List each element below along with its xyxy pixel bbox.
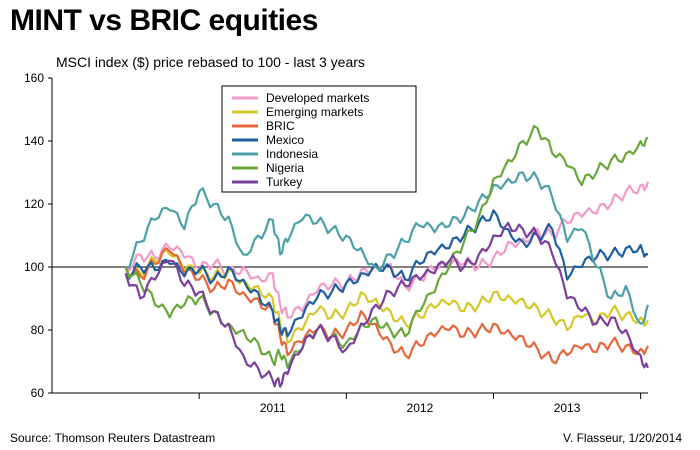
chart-title: MINT vs BRIC equities (10, 4, 318, 37)
legend-label: BRIC (266, 119, 295, 133)
y-tick-label: 80 (31, 323, 45, 337)
legend-label: Turkey (266, 175, 302, 189)
credit-note: V. Flasseur, 1/20/2014 (563, 431, 682, 445)
series-line-mexico (124, 209, 649, 338)
legend-label: Indonesia (266, 147, 318, 161)
chart-axes: 60 80 100 120 140 160 2011 2012 2013 (24, 71, 648, 415)
series-line-bric (124, 247, 649, 365)
x-tick-label: 2012 (407, 401, 434, 415)
x-tick-label: 2011 (260, 401, 286, 415)
legend-label: Emerging markets (266, 105, 363, 119)
source-note: Source: Thomson Reuters Datastream (10, 431, 216, 445)
chart-series-lines (124, 124, 650, 388)
x-tick-label: 2013 (554, 401, 581, 415)
series-line-emerging-markets (124, 248, 649, 344)
legend-label: Developed markets (266, 91, 369, 105)
y-tick-label: 120 (24, 197, 44, 211)
y-tick-label: 100 (24, 260, 44, 274)
y-tick-label: 140 (24, 134, 44, 148)
y-tick-label: 160 (24, 71, 44, 85)
legend-label: Mexico (266, 133, 304, 147)
chart-subtitle: MSCI index ($) price rebased to 100 - la… (56, 54, 365, 70)
series-line-turkey (124, 221, 650, 388)
legend-label: Nigeria (266, 161, 304, 175)
series-line-indonesia (125, 171, 650, 325)
y-tick-label: 60 (31, 386, 45, 400)
